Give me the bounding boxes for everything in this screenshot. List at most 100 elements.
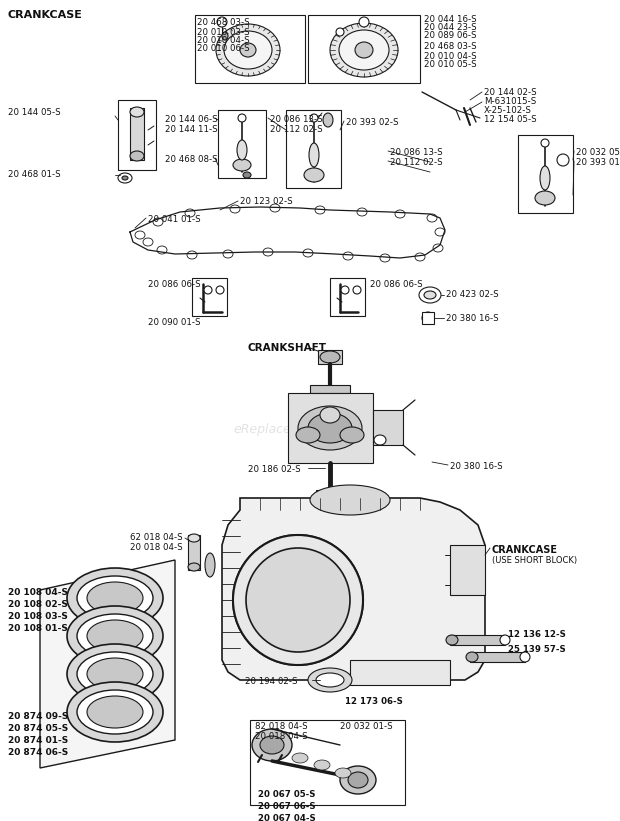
Text: 20 874 05-S: 20 874 05-S bbox=[8, 724, 68, 733]
Ellipse shape bbox=[304, 168, 324, 182]
Ellipse shape bbox=[339, 30, 389, 70]
Ellipse shape bbox=[446, 635, 458, 645]
Ellipse shape bbox=[67, 644, 163, 704]
Ellipse shape bbox=[330, 23, 398, 77]
Bar bbox=[316, 490, 344, 498]
Text: 20 108 04-S: 20 108 04-S bbox=[8, 588, 68, 597]
Ellipse shape bbox=[216, 286, 224, 294]
Ellipse shape bbox=[67, 568, 163, 628]
Ellipse shape bbox=[237, 140, 247, 160]
Text: 20 108 01-S: 20 108 01-S bbox=[8, 624, 68, 633]
Ellipse shape bbox=[223, 250, 233, 258]
Text: 20 874 09-S: 20 874 09-S bbox=[8, 712, 68, 721]
Text: 20 032 05-S: 20 032 05-S bbox=[576, 148, 620, 157]
Ellipse shape bbox=[466, 652, 478, 662]
Text: 20 010 05-S: 20 010 05-S bbox=[424, 60, 477, 69]
Text: X-25-102-S: X-25-102-S bbox=[484, 106, 532, 115]
Ellipse shape bbox=[188, 534, 200, 542]
Text: CRANKCASE: CRANKCASE bbox=[8, 10, 83, 20]
Text: 20 144 06-S: 20 144 06-S bbox=[165, 115, 218, 124]
Ellipse shape bbox=[395, 210, 405, 218]
Ellipse shape bbox=[435, 228, 445, 236]
Ellipse shape bbox=[422, 312, 434, 324]
Ellipse shape bbox=[153, 218, 163, 226]
Text: 20 123 02-S: 20 123 02-S bbox=[240, 197, 293, 206]
Text: 20 010 04-S: 20 010 04-S bbox=[197, 36, 250, 45]
Ellipse shape bbox=[122, 176, 128, 180]
Ellipse shape bbox=[252, 729, 292, 761]
Bar bbox=[422, 312, 434, 324]
Text: 20 380 16-S: 20 380 16-S bbox=[446, 314, 498, 323]
Ellipse shape bbox=[185, 209, 195, 217]
Ellipse shape bbox=[520, 652, 530, 662]
Ellipse shape bbox=[374, 435, 386, 445]
Ellipse shape bbox=[240, 43, 256, 57]
Ellipse shape bbox=[359, 17, 369, 27]
Bar bbox=[330, 278, 365, 316]
Text: 20 194 02-S: 20 194 02-S bbox=[245, 677, 298, 686]
Text: 20 010 03-S: 20 010 03-S bbox=[197, 28, 250, 37]
Text: 20 090 01-S: 20 090 01-S bbox=[148, 318, 200, 327]
Ellipse shape bbox=[320, 407, 340, 423]
Ellipse shape bbox=[343, 252, 353, 260]
Text: 20 112 02-S: 20 112 02-S bbox=[270, 125, 322, 134]
Ellipse shape bbox=[238, 114, 246, 122]
Ellipse shape bbox=[424, 291, 436, 299]
Ellipse shape bbox=[540, 166, 550, 190]
Ellipse shape bbox=[258, 560, 338, 640]
Ellipse shape bbox=[308, 668, 352, 692]
Text: 20 067 06-S: 20 067 06-S bbox=[258, 802, 316, 811]
Ellipse shape bbox=[298, 406, 362, 450]
Ellipse shape bbox=[224, 31, 272, 69]
Ellipse shape bbox=[380, 254, 390, 262]
Ellipse shape bbox=[87, 658, 143, 690]
Text: 20 468 03-S: 20 468 03-S bbox=[424, 42, 477, 51]
Text: 20 874 06-S: 20 874 06-S bbox=[8, 748, 68, 757]
Bar bbox=[286, 110, 341, 188]
Text: 20 018 04-S: 20 018 04-S bbox=[255, 732, 308, 741]
Text: 62 018 04-S: 62 018 04-S bbox=[130, 533, 183, 542]
Text: 20 393 01-S: 20 393 01-S bbox=[576, 158, 620, 167]
Text: 20 086 06-S: 20 086 06-S bbox=[148, 280, 201, 289]
Ellipse shape bbox=[348, 772, 368, 788]
Text: 20 108 02-S: 20 108 02-S bbox=[8, 600, 68, 609]
Text: 20 423 02-S: 20 423 02-S bbox=[446, 290, 498, 299]
Text: 12 154 05-S: 12 154 05-S bbox=[484, 115, 537, 124]
Ellipse shape bbox=[270, 204, 280, 212]
Ellipse shape bbox=[246, 548, 350, 652]
Text: 20 041 01-S: 20 041 01-S bbox=[148, 215, 201, 224]
Ellipse shape bbox=[419, 287, 441, 303]
Text: 20 086 13-S: 20 086 13-S bbox=[390, 148, 443, 157]
Ellipse shape bbox=[541, 139, 549, 147]
Text: 20 468 01-S: 20 468 01-S bbox=[8, 170, 61, 179]
Ellipse shape bbox=[77, 614, 153, 658]
Text: CRANKCASE: CRANKCASE bbox=[492, 545, 558, 555]
Bar bbox=[350, 660, 450, 685]
Text: 20 018 04-S: 20 018 04-S bbox=[130, 543, 183, 552]
Bar bbox=[450, 635, 505, 645]
Ellipse shape bbox=[233, 535, 363, 665]
Bar bbox=[470, 652, 525, 662]
Ellipse shape bbox=[535, 191, 555, 205]
Ellipse shape bbox=[188, 563, 200, 571]
Ellipse shape bbox=[118, 173, 132, 183]
Ellipse shape bbox=[217, 17, 227, 27]
Ellipse shape bbox=[204, 286, 212, 294]
Bar bbox=[130, 108, 144, 160]
Ellipse shape bbox=[216, 24, 280, 76]
Ellipse shape bbox=[303, 249, 313, 257]
Ellipse shape bbox=[427, 214, 437, 222]
Text: (USE SHORT BLOCK): (USE SHORT BLOCK) bbox=[492, 556, 577, 565]
Ellipse shape bbox=[260, 736, 284, 754]
Text: 12 173 06-S: 12 173 06-S bbox=[345, 697, 403, 706]
Ellipse shape bbox=[233, 159, 251, 171]
Ellipse shape bbox=[157, 246, 167, 254]
Bar bbox=[318, 350, 342, 364]
Ellipse shape bbox=[340, 766, 376, 794]
Bar bbox=[518, 135, 573, 213]
Ellipse shape bbox=[433, 244, 443, 252]
Text: M-631015-S: M-631015-S bbox=[484, 97, 536, 106]
Ellipse shape bbox=[292, 753, 308, 763]
Ellipse shape bbox=[341, 286, 349, 294]
Ellipse shape bbox=[143, 238, 153, 246]
